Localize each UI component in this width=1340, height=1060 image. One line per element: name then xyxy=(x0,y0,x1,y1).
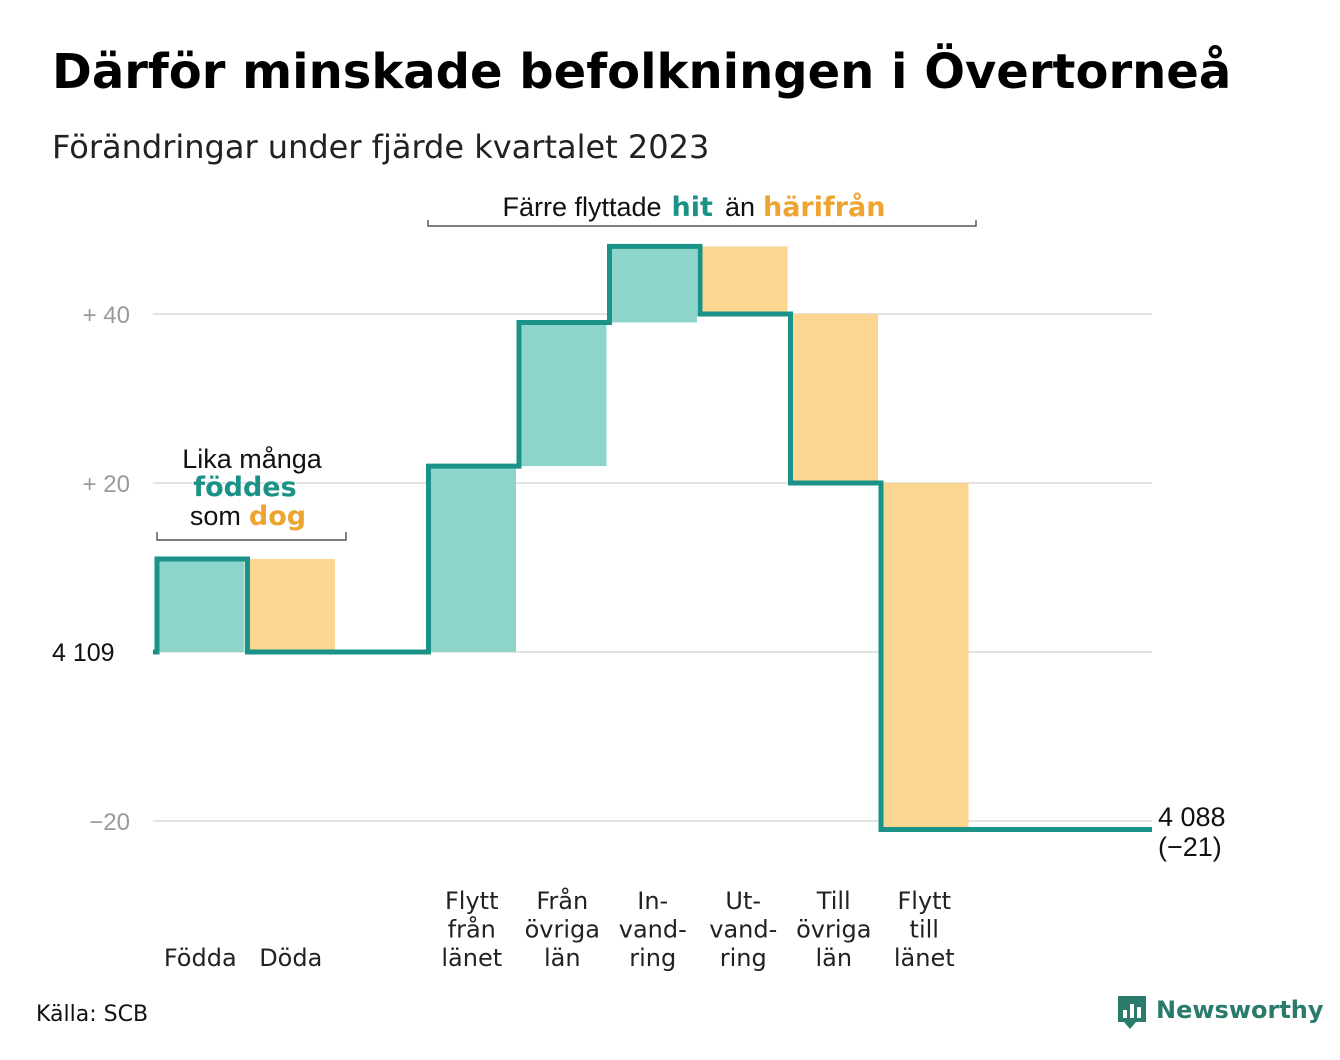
category-label: Från xyxy=(536,886,588,915)
annotation-teal-word: föddes xyxy=(193,472,296,503)
annotation-teal-word: hit xyxy=(672,192,713,223)
category-label: län xyxy=(815,944,852,972)
bar-inflow xyxy=(428,466,516,652)
end-value-label: 4 088 xyxy=(1158,802,1226,832)
end-change-label: (−21) xyxy=(1158,832,1222,862)
annotation-pre: som xyxy=(190,501,241,531)
category-label: Ut- xyxy=(725,887,761,915)
annotation-bracket xyxy=(156,532,347,541)
chart-title: Därför minskade befolkningen i Övertorne… xyxy=(52,43,1231,100)
bar-outflow xyxy=(881,483,969,830)
bars xyxy=(157,246,969,830)
annotation-bracket xyxy=(427,220,977,227)
annotation-line3: som dog xyxy=(190,501,306,532)
category-label: ring xyxy=(629,944,676,972)
bar-inflow xyxy=(609,246,697,323)
y-axis-ticks: + 40 + 20 −20 4 109 xyxy=(52,302,130,836)
annotation-orange-word: härifrån xyxy=(763,191,886,223)
bar-outflow xyxy=(790,314,878,483)
logo-text: Newsworthy xyxy=(1156,996,1324,1024)
bar-inflow xyxy=(519,322,607,467)
chart-subtitle: Förändringar under fjärde kvartalet 2023 xyxy=(52,128,709,166)
category-label: In- xyxy=(637,887,668,915)
baseline-label: 4 109 xyxy=(52,639,115,667)
category-label: övriga xyxy=(796,916,871,944)
category-label: övriga xyxy=(525,916,600,944)
source-label: Källa: SCB xyxy=(36,1002,148,1027)
category-label: Döda xyxy=(259,944,322,972)
y-tick-label: + 40 xyxy=(83,302,130,329)
annotation-orange-word: dog xyxy=(249,501,306,532)
y-tick-label: + 20 xyxy=(83,471,130,498)
category-label: Flytt xyxy=(445,887,499,915)
annotation-migration-text: Färre flyttade hit än härifrån xyxy=(502,191,885,223)
bar-outflow xyxy=(700,246,788,314)
newsworthy-chart-icon xyxy=(1118,996,1146,1029)
category-labels: Födda DödaFlyttfrånlänetFrånövrigalänIn-v… xyxy=(164,886,955,972)
category-label: Födda xyxy=(164,944,237,972)
annotation-migration: Färre flyttade hit än härifrån xyxy=(427,191,977,227)
category-label: Till xyxy=(816,887,851,915)
category-label: länet xyxy=(894,944,955,972)
annotation-line1: Lika många xyxy=(182,444,323,474)
category-label: vand- xyxy=(709,916,777,944)
annotation-pre: Färre flyttade xyxy=(502,192,661,222)
newsworthy-logo: Newsworthy xyxy=(1118,996,1324,1029)
category-label: från xyxy=(448,915,496,944)
bar-inflow xyxy=(157,559,245,652)
population-step-line xyxy=(153,243,1152,832)
y-tick-label: −20 xyxy=(89,809,130,836)
category-label: länet xyxy=(441,944,502,972)
bar-outflow xyxy=(247,559,335,652)
category-label: län xyxy=(544,944,581,972)
category-label: till xyxy=(910,916,939,944)
annotation-births-deaths: Lika många föddes som dog xyxy=(156,444,347,541)
category-label: Flytt xyxy=(898,887,952,915)
category-label: vand- xyxy=(619,916,687,944)
category-label: ring xyxy=(720,944,767,972)
annotation-mid: än xyxy=(725,192,755,222)
